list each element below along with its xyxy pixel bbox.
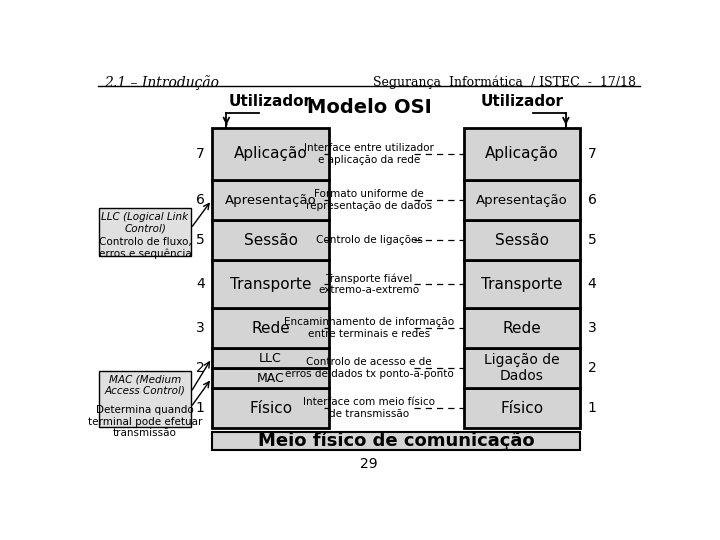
Text: MAC: MAC (257, 372, 284, 384)
Text: 4: 4 (588, 277, 596, 291)
Text: 7: 7 (196, 147, 204, 161)
Text: Interface com meio físico
de transmissão: Interface com meio físico de transmissão (303, 397, 435, 419)
Bar (212, 260, 329, 308)
Text: 2: 2 (196, 361, 204, 375)
Bar (212, 368, 329, 388)
Text: Interface entre utilizador
e aplicação da rede: Interface entre utilizador e aplicação d… (304, 143, 434, 165)
Text: 6: 6 (588, 193, 596, 207)
Text: Transporte fiável
extremo-a-extremo: Transporte fiável extremo-a-extremo (318, 273, 420, 295)
Text: Transporte: Transporte (481, 276, 562, 292)
Text: Determina quando
terminal pode efetuar
transmissão: Determina quando terminal pode efetuar t… (88, 405, 202, 438)
Text: 1: 1 (196, 401, 204, 415)
Bar (464, 260, 580, 308)
Bar (464, 388, 580, 428)
Text: Utilizador: Utilizador (480, 94, 563, 110)
Text: 29: 29 (360, 457, 378, 471)
Bar (99, 208, 191, 256)
Text: Aplicação: Aplicação (485, 146, 559, 161)
Bar (99, 372, 191, 427)
Text: Físico: Físico (249, 401, 292, 416)
Text: 3: 3 (196, 321, 204, 335)
Bar (212, 348, 329, 368)
Text: Meio físico de comunicação: Meio físico de comunicação (258, 431, 534, 450)
Text: Aplicação: Aplicação (234, 146, 307, 161)
Text: Controlo de fluxo,
erros e sequência: Controlo de fluxo, erros e sequência (99, 237, 192, 259)
Text: Rede: Rede (503, 321, 541, 336)
Bar (212, 128, 329, 180)
Bar (464, 128, 580, 180)
Text: 5: 5 (588, 233, 596, 247)
Text: MAC (Medium
Access Control): MAC (Medium Access Control) (104, 374, 186, 396)
Text: 5: 5 (196, 233, 204, 247)
Bar (464, 180, 580, 220)
Text: 3: 3 (588, 321, 596, 335)
Text: Transporte: Transporte (230, 276, 311, 292)
Text: Modelo OSI: Modelo OSI (307, 98, 431, 117)
Text: Físico: Físico (500, 401, 543, 416)
Text: 2.1 – Introdução: 2.1 – Introdução (104, 76, 219, 91)
Bar (212, 388, 329, 428)
Bar (212, 308, 329, 348)
Bar (464, 220, 580, 260)
Text: 4: 4 (196, 277, 204, 291)
Text: Sessão: Sessão (243, 233, 297, 247)
Text: 2: 2 (588, 361, 596, 375)
Text: LLC: LLC (259, 352, 282, 365)
Bar (212, 432, 580, 450)
Bar (464, 308, 580, 348)
Text: Segurança  Informática  / ISTEC  -  17/18: Segurança Informática / ISTEC - 17/18 (374, 76, 636, 89)
Text: Controlo de acesso e de
erros de dados tx ponto-a-ponto: Controlo de acesso e de erros de dados t… (284, 357, 454, 379)
Text: 7: 7 (588, 147, 596, 161)
Bar (212, 220, 329, 260)
Text: Rede: Rede (251, 321, 290, 336)
Text: 6: 6 (196, 193, 204, 207)
Text: Ligação de
Dados: Ligação de Dados (484, 353, 559, 383)
Text: Apresentação: Apresentação (225, 193, 317, 206)
Text: Sessão: Sessão (495, 233, 549, 247)
Text: 1: 1 (588, 401, 596, 415)
Bar (464, 348, 580, 388)
Text: Encaminhamento de informação
entre terminais e redes: Encaminhamento de informação entre termi… (284, 318, 454, 339)
Text: Controlo de ligações: Controlo de ligações (315, 235, 423, 245)
Text: LLC (Logical Link
Control): LLC (Logical Link Control) (102, 212, 189, 233)
Text: Apresentação: Apresentação (476, 193, 567, 206)
Text: Utilizador: Utilizador (229, 94, 312, 110)
Bar (212, 180, 329, 220)
Text: Formato uniforme de
representação de dados: Formato uniforme de representação de dad… (306, 189, 432, 211)
